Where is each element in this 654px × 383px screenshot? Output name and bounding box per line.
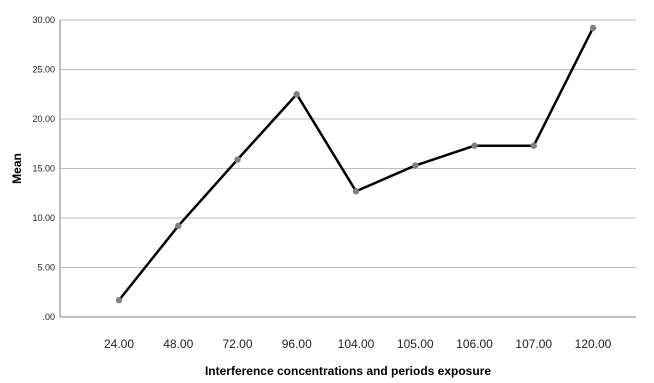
x-tick-label: 72.00 xyxy=(222,337,252,351)
x-tick-label: 120.00 xyxy=(575,337,612,351)
data-point xyxy=(293,91,300,98)
data-point xyxy=(175,222,182,230)
x-tick-label: 106.00 xyxy=(456,337,493,351)
x-axis-title: Interference concentrations and periods … xyxy=(205,364,491,378)
x-tick-label: 96.00 xyxy=(282,337,312,351)
x-tick-label: 107.00 xyxy=(515,337,552,351)
x-tick-label: 48.00 xyxy=(163,337,193,351)
x-tick-label: 105.00 xyxy=(397,337,434,351)
y-tick-label: 25.00 xyxy=(32,65,55,75)
data-point xyxy=(471,142,478,149)
x-axis-ticks: 24.00 48.00 72.00 96.00 104.00 105.00 106.00 10… xyxy=(104,337,612,351)
y-axis-ticks: .00 5.00 10.00 15.00 20.00 25.00 30.00 xyxy=(32,15,55,322)
x-tick-label: 104.00 xyxy=(338,337,375,351)
x-tick-label: 24.00 xyxy=(104,337,134,351)
y-tick-label: .00 xyxy=(42,312,55,322)
data-point xyxy=(530,142,537,149)
y-axis-title: Mean xyxy=(10,153,24,184)
data-point xyxy=(352,188,360,195)
y-tick-label: 30.00 xyxy=(32,15,55,25)
y-tick-label: 10.00 xyxy=(32,213,55,223)
y-tick-label: 20.00 xyxy=(32,114,55,124)
data-point xyxy=(234,156,241,163)
series-line xyxy=(118,27,595,301)
data-point xyxy=(115,296,123,304)
gridlines xyxy=(60,19,636,268)
data-point xyxy=(412,162,419,169)
data-point xyxy=(589,24,597,32)
y-tick-label: 15.00 xyxy=(32,164,55,174)
data-points xyxy=(115,24,597,304)
y-tick-label: 5.00 xyxy=(37,263,55,273)
